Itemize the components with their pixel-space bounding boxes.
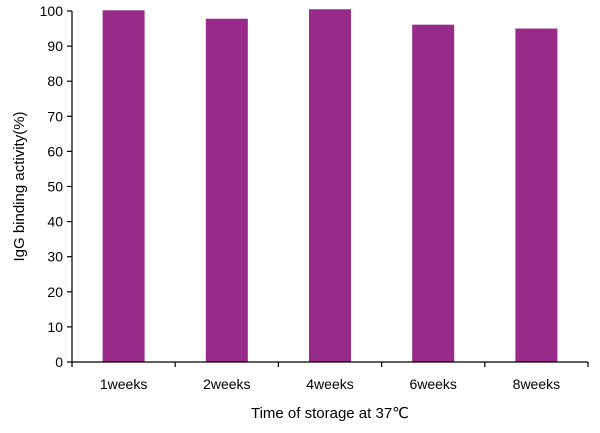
bar-2weeks xyxy=(205,18,248,363)
x-tick-label-4weeks: 4weeks xyxy=(306,376,353,392)
y-tick-label: 50 xyxy=(47,179,63,195)
y-tick-label: 70 xyxy=(47,108,63,124)
y-tick-label: 0 xyxy=(55,354,63,370)
bars-group xyxy=(102,9,558,363)
bar-1weeks xyxy=(102,10,145,362)
x-tick-label-1weeks: 1weeks xyxy=(100,376,147,392)
y-tick-label: 30 xyxy=(47,249,63,265)
y-tick-label: 40 xyxy=(47,214,63,230)
x-tick-label-2weeks: 2weeks xyxy=(203,376,250,392)
y-tick-label: 90 xyxy=(47,38,63,54)
bar-4weeks xyxy=(309,9,351,363)
y-tick-label: 60 xyxy=(47,143,63,159)
bar-8weeks xyxy=(515,28,558,363)
x-axis-label: Time of storage at 37℃ xyxy=(251,405,409,422)
x-ticks-group: 1weeks 2weeks 4weeks 6weeks 8weeks xyxy=(71,362,589,392)
x-tick-label-8weeks: 8weeks xyxy=(513,376,560,392)
y-tick-label: 10 xyxy=(47,319,63,335)
y-tick-label: 80 xyxy=(47,73,63,89)
bar-6weeks xyxy=(412,24,455,363)
y-axis-label: IgG binding activity(%) xyxy=(11,111,28,261)
x-tick-label-6weeks: 6weeks xyxy=(409,376,456,392)
y-ticks-group: 0 10 20 30 40 50 60 70 80 90 100 xyxy=(40,3,72,370)
y-tick-label: 20 xyxy=(47,284,63,300)
y-tick-label: 100 xyxy=(40,3,64,19)
